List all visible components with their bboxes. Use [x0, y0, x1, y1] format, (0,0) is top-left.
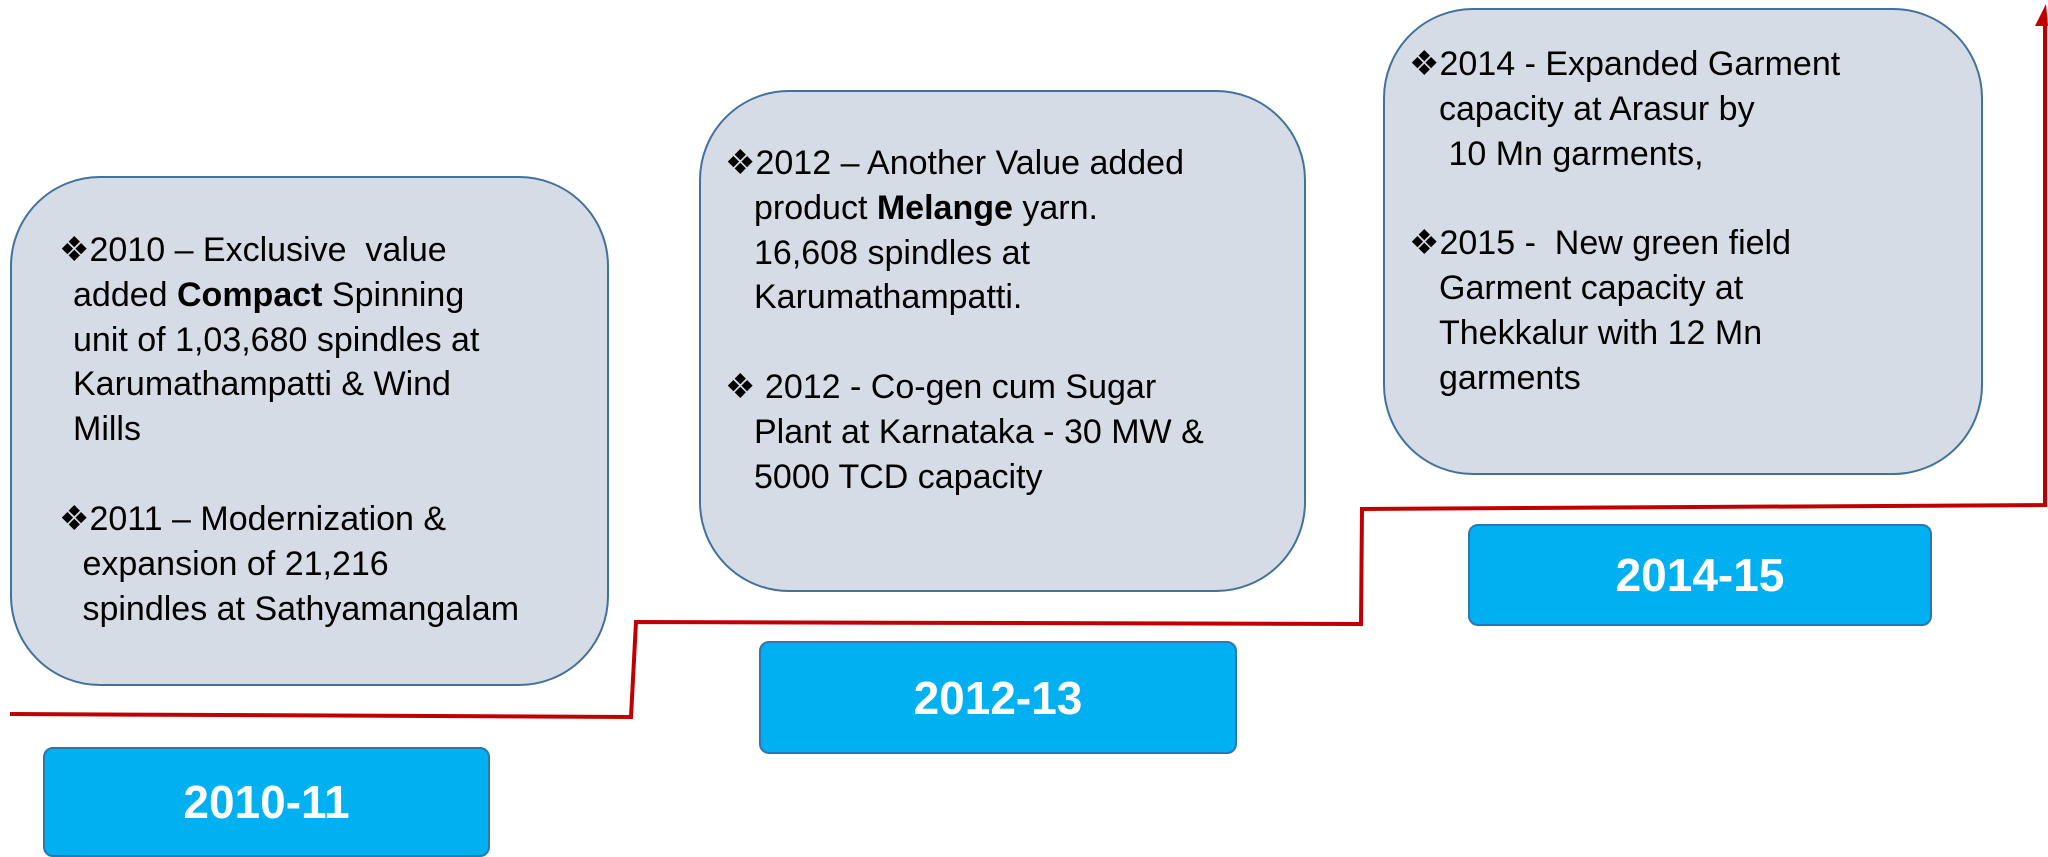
arrow-head [2035, 4, 2048, 26]
text-run: expansion of 21,216 [73, 544, 389, 583]
bullet-line: capacity at Arasur by [1439, 87, 1755, 132]
bold-text: Melange [876, 188, 1013, 227]
text-run: ❖2012 – Another Value added [725, 144, 1184, 182]
bullet-line: 16,608 spindles at [754, 231, 1030, 276]
text-run: ❖2011 – Modernization & [59, 500, 447, 538]
bold-text: Compact [177, 275, 323, 314]
text-run: 16,608 spindles at [754, 233, 1030, 272]
bullet-line: added Compact Spinning [73, 273, 464, 318]
text-run: ❖2014 - Expanded Garment [1409, 45, 1841, 83]
bullet-line: ❖2015 - New green field [1409, 221, 1791, 266]
year-label: 2014-15 [1468, 524, 1932, 626]
step-line [9, 22, 2047, 720]
bullet-line: 10 Mn garments, [1439, 132, 1704, 177]
bullet-line: Mills [73, 407, 141, 452]
text-run: 10 Mn garments, [1439, 134, 1704, 173]
text-run: ❖ 2012 - Co-gen cum Sugar [725, 368, 1157, 407]
bullet-line: ❖2012 – Another Value added [725, 141, 1184, 186]
text-run: unit of 1,03,680 spindles at [73, 320, 480, 359]
bullet-line: Plant at Karnataka - 30 MW & [754, 410, 1204, 455]
bullet-line: product Melange yarn. [754, 186, 1098, 231]
text-run: Plant at Karnataka - 30 MW & [754, 413, 1204, 451]
bullet-line: Karumathampatti & Wind [73, 362, 451, 407]
text-run: capacity at Arasur by [1439, 89, 1755, 128]
bullet-line: ❖2014 - Expanded Garment [1409, 42, 1840, 87]
text-run: spindles at Sathyamangalam [73, 589, 520, 628]
text-run: added [73, 275, 177, 314]
text-run: Spinning [322, 275, 465, 314]
bullet-line: ❖2011 – Modernization & [59, 497, 446, 542]
bullet-line: garments [1439, 356, 1581, 401]
bullet-line: 5000 TCD capacity [754, 455, 1043, 500]
milestone-box [699, 90, 1306, 592]
text-run: 5000 TCD capacity [754, 457, 1043, 496]
bullet-line: Garment capacity at [1439, 266, 1743, 311]
text-run: ❖2010 – Exclusive value [59, 231, 447, 269]
milestone-box [1383, 8, 1983, 475]
bullet-line: expansion of 21,216 [73, 542, 389, 587]
text-run: garments [1439, 358, 1581, 397]
bullet-line: spindles at Sathyamangalam [73, 587, 519, 632]
text-run: Thekkalur with 12 Mn [1439, 314, 1763, 352]
text-run: ❖2015 - New green field [1409, 224, 1792, 263]
bullet-line: Karumathampatti. [754, 275, 1022, 320]
text-run: Mills [73, 410, 141, 449]
milestone-box [10, 176, 609, 686]
text-run: product [754, 188, 877, 227]
text-run: Garment capacity at [1439, 269, 1744, 308]
bullet-line: ❖ 2012 - Co-gen cum Sugar [725, 365, 1156, 410]
year-label: 2012-13 [759, 641, 1237, 754]
year-label: 2010-11 [43, 747, 490, 857]
text-run: yarn. [1012, 188, 1098, 227]
text-run: Karumathampatti. [754, 278, 1023, 317]
bullet-line: unit of 1,03,680 spindles at [73, 318, 479, 363]
text-run: Karumathampatti & Wind [73, 365, 451, 404]
bullet-line: Thekkalur with 12 Mn [1439, 311, 1762, 356]
bullet-line: ❖2010 – Exclusive value [59, 228, 447, 273]
